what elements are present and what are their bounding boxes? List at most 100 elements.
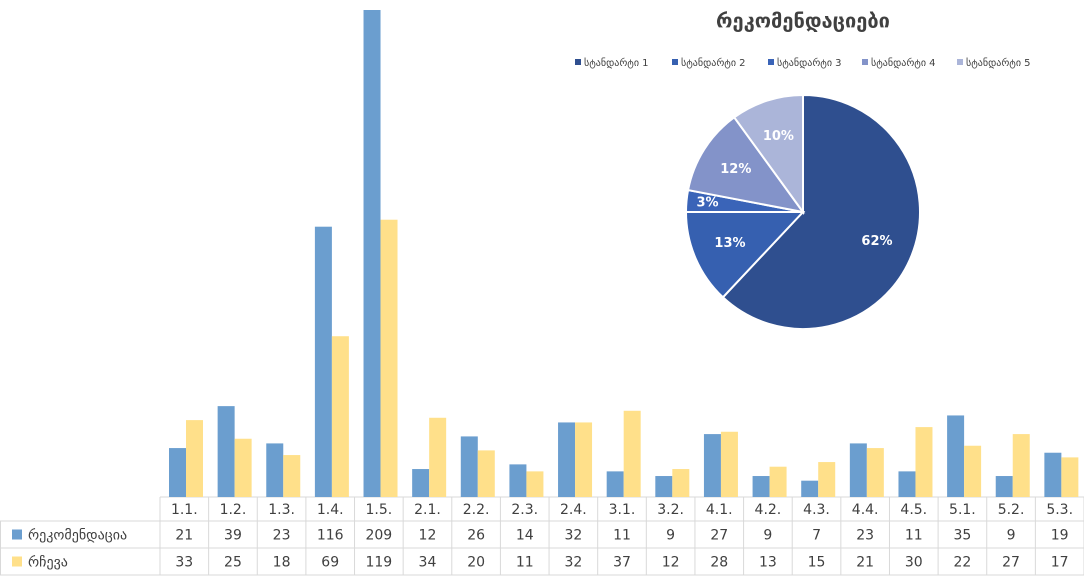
bar <box>558 422 576 497</box>
bar <box>314 226 332 497</box>
bar <box>818 462 836 497</box>
bar <box>964 445 982 497</box>
legend-label: სტანდარტი 3 <box>777 57 842 69</box>
table-value: 23 <box>856 528 874 544</box>
x-tick-label: 1.1. <box>171 502 198 518</box>
legend-swatch <box>12 556 22 567</box>
table-value: 27 <box>1002 555 1020 571</box>
legend-label: სტანდარტი 5 <box>966 57 1031 69</box>
legend-swatch <box>862 59 868 65</box>
chart-title: რეკომენდაციები <box>716 9 890 33</box>
table-value: 19 <box>1051 528 1069 544</box>
x-tick-label: 5.3. <box>1046 502 1073 518</box>
table-value: 17 <box>1051 555 1069 571</box>
x-tick-label: 1.3. <box>268 502 295 518</box>
table-value: 15 <box>808 555 826 571</box>
bar <box>672 469 690 497</box>
x-tick-label: 4.4. <box>852 502 879 518</box>
table-value: 34 <box>419 555 437 571</box>
table-value: 116 <box>317 528 344 544</box>
table-value: 119 <box>365 555 392 571</box>
legend-label: სტანდარტი 4 <box>871 57 936 69</box>
bar <box>915 427 933 497</box>
table-value: 37 <box>613 555 631 571</box>
bar <box>849 443 867 497</box>
table-value: 11 <box>905 528 923 544</box>
pie-slice <box>686 115 806 214</box>
table-value: 21 <box>856 555 874 571</box>
table-value: 27 <box>710 528 728 544</box>
bar <box>234 438 252 497</box>
bar <box>947 415 965 497</box>
bar <box>266 443 284 497</box>
table-value: 21 <box>175 528 193 544</box>
x-tick-label: 2.4. <box>560 502 587 518</box>
table-value: 18 <box>273 555 291 571</box>
bar <box>606 471 624 497</box>
legend-label: სტანდარტი 2 <box>681 57 746 69</box>
table-value: 32 <box>564 555 582 571</box>
bar <box>363 10 381 497</box>
table-value: 39 <box>224 528 242 544</box>
x-tick-label: 5.2. <box>998 502 1025 518</box>
legend-label: რჩევა <box>28 554 68 571</box>
data-label: 10% <box>763 129 794 144</box>
table-value: 14 <box>516 528 534 544</box>
x-tick-label: 2.3. <box>511 502 538 518</box>
table-value: 30 <box>905 555 923 571</box>
table-value: 35 <box>954 528 972 544</box>
x-tick-label: 1.4. <box>317 502 344 518</box>
table-value: 12 <box>419 528 437 544</box>
legend-swatch <box>575 59 581 65</box>
bar <box>380 219 398 497</box>
data-label: 13% <box>714 236 745 251</box>
bar <box>1044 452 1062 497</box>
table-value: 25 <box>224 555 242 571</box>
table-value: 20 <box>467 555 485 571</box>
bar <box>509 464 527 497</box>
table-value: 22 <box>954 555 972 571</box>
x-tick-label: 4.5. <box>900 502 927 518</box>
x-tick-label: 1.2. <box>220 502 247 518</box>
legend-swatch <box>672 59 678 65</box>
x-tick-label: 1.5. <box>365 502 392 518</box>
bar <box>769 466 787 497</box>
bar <box>169 448 186 497</box>
x-tick-label: 2.2. <box>463 502 490 518</box>
bar <box>429 417 447 497</box>
pie-slice <box>732 93 804 216</box>
x-tick-label: 4.2. <box>755 502 782 518</box>
table-value: 33 <box>175 555 193 571</box>
table-value: 9 <box>666 528 675 544</box>
table-value: 11 <box>613 528 631 544</box>
table-value: 12 <box>662 555 680 571</box>
table-value: 13 <box>759 555 777 571</box>
bar <box>655 476 673 497</box>
bar <box>866 448 884 497</box>
bar <box>801 480 819 497</box>
table-value: 9 <box>1007 528 1016 544</box>
bar <box>526 471 544 497</box>
table-value: 7 <box>812 528 821 544</box>
bar <box>217 406 235 497</box>
legend-swatch <box>12 529 22 540</box>
data-label: 62% <box>861 234 892 249</box>
bar <box>623 410 641 497</box>
x-tick-label: 3.1. <box>609 502 636 518</box>
table-value: 209 <box>365 528 392 544</box>
table-value: 69 <box>321 555 339 571</box>
table-value: 32 <box>564 528 582 544</box>
bar <box>331 336 349 497</box>
data-label: 12% <box>720 162 751 177</box>
x-tick-label: 4.1. <box>706 502 733 518</box>
bar <box>995 476 1013 497</box>
bar <box>898 471 916 497</box>
x-tick-label: 2.1. <box>414 502 441 518</box>
bar <box>283 455 301 497</box>
table-value: 28 <box>710 555 728 571</box>
x-tick-label: 4.3. <box>803 502 830 518</box>
bar <box>477 450 495 497</box>
legend-label: სტანდარტი 1 <box>584 57 649 69</box>
legend-swatch <box>957 59 963 65</box>
